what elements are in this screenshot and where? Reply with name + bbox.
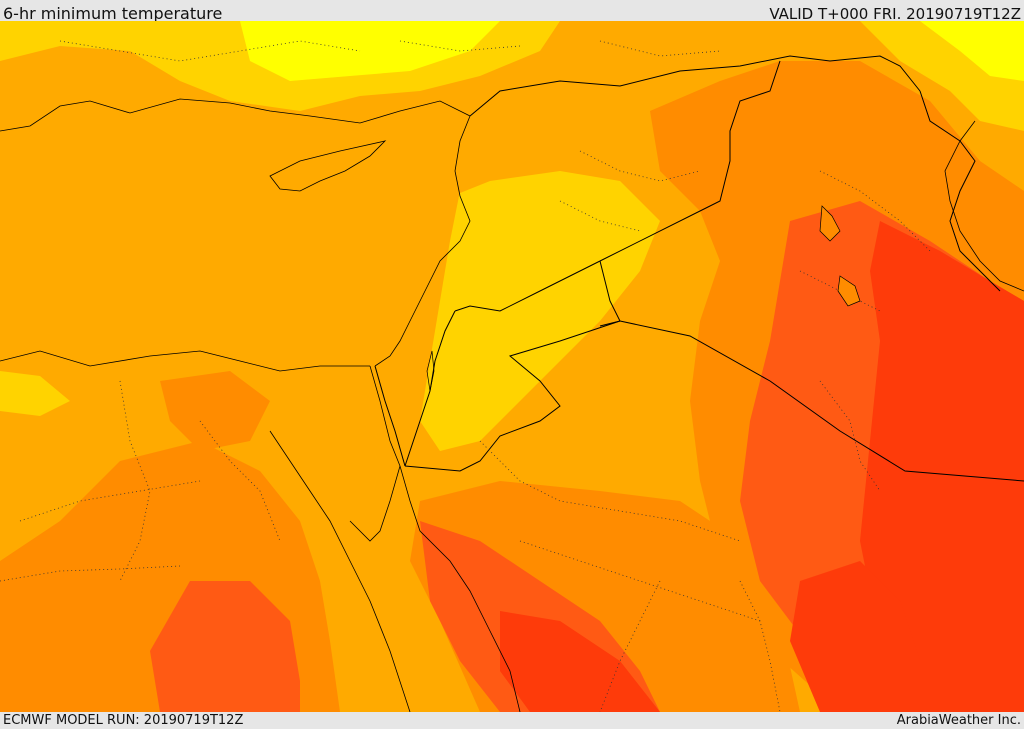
border-jordan-syria [454,260,601,312]
header-bar: 6-hr minimum temperature VALID T+000 FRI… [0,0,1024,23]
field-yellow-egypt-coast [0,371,70,416]
border-syria-iraq [599,60,781,262]
lake-iraq-2 [837,275,861,307]
coastline-egypt [0,350,370,372]
cyprus-outline [269,140,387,192]
model-run-label: ECMWF MODEL RUN: 20190719T12Z [3,713,244,728]
coastline-sinai-east [349,365,401,542]
valid-time-label: VALID T+000 FRI. 20190719T12Z [769,5,1021,23]
coastline-arabia-redsea [399,465,521,712]
field-red-orange-egypt-south [150,581,300,712]
border-jordan-saudi [404,320,621,472]
coastline-suez-redsea [269,430,411,712]
border-syria-turkey [469,55,921,117]
field-orange-sinai [160,371,270,451]
field-bright-yellow-northeast [920,21,1024,81]
temperature-map-svg [0,21,1024,712]
border-egypt-israel [374,365,406,467]
border-iraq-iran [919,90,1001,292]
map-title: 6-hr minimum temperature [3,4,223,23]
credit-label: ArabiaWeather Inc. [896,713,1021,728]
border-jordan-iraq [599,260,621,327]
coastline-gulf [944,120,1024,292]
field-deep-red-saudi [500,611,660,712]
lake-dead-sea [426,350,435,392]
border-iraq-saudi [619,320,1024,482]
field-mediterranean [0,96,460,366]
lake-iraq-1 [819,205,841,242]
field-deep-red-gulf [860,221,1024,712]
field-yellow-levant [420,171,660,451]
field-bright-yellow-north [240,21,500,81]
coastline-levant [374,170,471,367]
temperature-map [0,21,1024,712]
footer-bar: ECMWF MODEL RUN: 20190719T12Z ArabiaWeat… [0,712,1024,729]
coastline-turkey [0,98,471,172]
field-deep-red-east [790,561,920,712]
